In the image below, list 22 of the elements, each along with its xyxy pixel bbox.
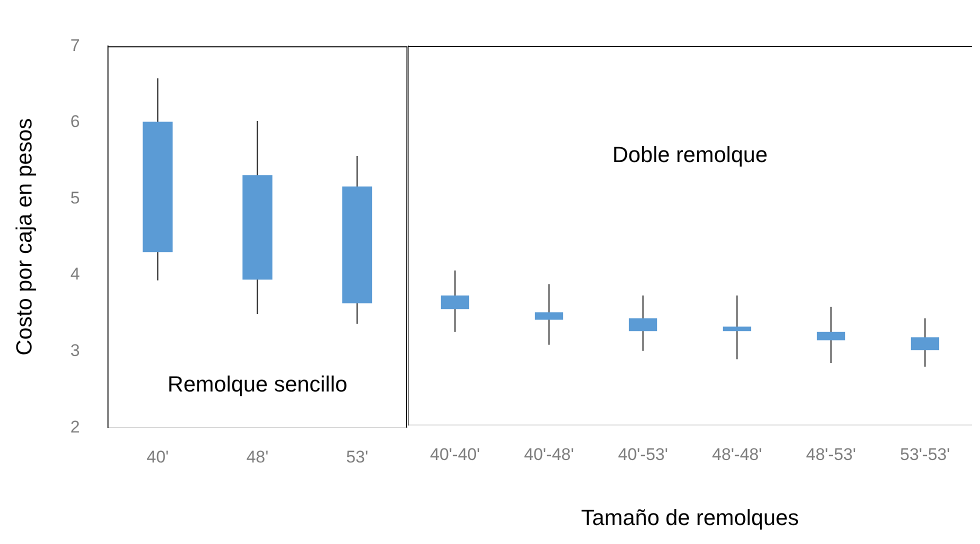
x-tick-label: 48' [246, 447, 269, 466]
y-axis-title: Costo por caja en pesos [11, 118, 36, 356]
x-tick-label: 53'-53' [900, 445, 950, 464]
y-tick-label: 7 [70, 36, 80, 55]
annotation: Doble remolque [612, 142, 768, 168]
x-tick-label: 48'-53' [806, 445, 856, 464]
x-tick-label: 40'-53' [618, 445, 668, 464]
x-tick-label: 48'-48' [712, 445, 762, 464]
x-axis-title: Tamaño de remolques [581, 504, 799, 530]
candlestick [534, 283, 564, 346]
x-tick-label: 40'-48' [524, 445, 574, 464]
annotation: Remolque sencillo [168, 372, 348, 397]
y-tick-label: 5 [70, 188, 80, 208]
y-tick-label: 3 [70, 341, 80, 360]
x-tick-label: 40' [146, 447, 169, 466]
candlestick [722, 294, 752, 360]
x-tick-label: 53' [346, 447, 368, 466]
x-tick-label: 40'-40' [430, 445, 480, 464]
y-tick-label: 4 [70, 264, 80, 284]
y-tick-label: 2 [70, 417, 80, 436]
y-tick-label: 6 [70, 112, 80, 132]
candlestick [816, 306, 846, 364]
